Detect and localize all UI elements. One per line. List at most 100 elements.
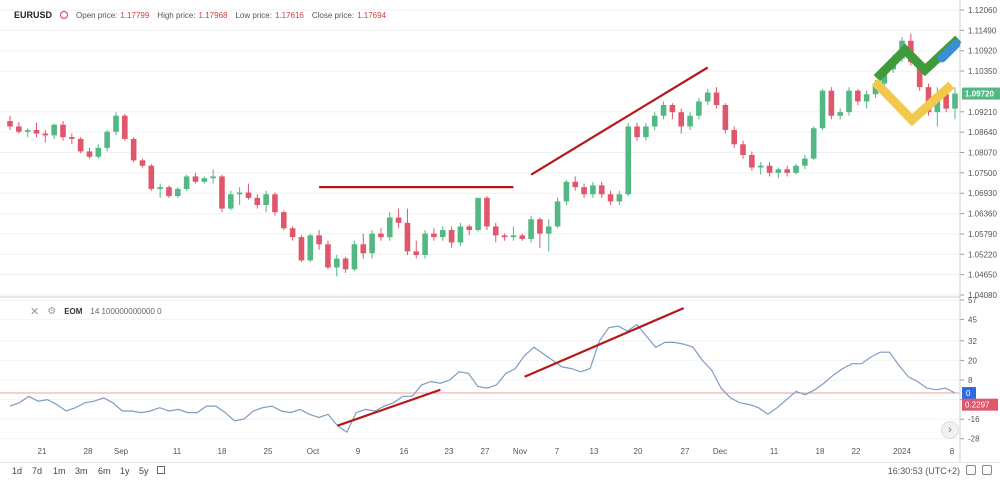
- candle-body: [219, 176, 225, 209]
- time-tick-label: 2024: [893, 447, 911, 456]
- time-tick-label: Dec: [713, 447, 727, 456]
- candle-body: [802, 158, 808, 166]
- candle-body: [166, 187, 172, 197]
- settings-icon[interactable]: [982, 465, 992, 475]
- candle-body: [280, 212, 287, 229]
- time-tick-label: 9: [356, 447, 361, 456]
- eom-tick-label: -16: [968, 415, 980, 424]
- candle-body: [342, 258, 349, 270]
- eom-trendline[interactable]: [337, 388, 441, 427]
- eom-trendlines: [337, 307, 685, 427]
- timeframe-6m[interactable]: 6m: [98, 466, 111, 476]
- timeframe-3m[interactable]: 3m: [75, 466, 88, 476]
- candle-body: [669, 105, 676, 113]
- candle-body: [201, 178, 208, 182]
- low-price-label: Low price:: [235, 10, 272, 20]
- candle-body: [784, 169, 790, 173]
- candle-body: [16, 126, 22, 132]
- indicator-params: 14 100000000000 0: [90, 307, 162, 316]
- candle-body: [590, 185, 596, 195]
- candle-body: [828, 90, 835, 116]
- status-time: 16:30:53 (UTC+2): [887, 466, 960, 476]
- candle-body: [793, 165, 799, 173]
- candle-body: [916, 62, 923, 88]
- candle-body: [139, 160, 146, 166]
- candle-body: [333, 258, 340, 268]
- candle-body: [183, 176, 190, 189]
- current-price-badge: [962, 87, 1000, 100]
- candle-body: [457, 226, 464, 243]
- open-price-label: Open price:: [76, 10, 118, 20]
- time-tick-label: Sep: [114, 447, 129, 456]
- candle-body: [386, 217, 393, 238]
- price-tick-label: 1.05790: [968, 230, 997, 239]
- candle-body: [757, 165, 764, 168]
- candle-body: [722, 105, 729, 130]
- price-axis: 1.12060 1.11490 1.10920 1.10350 1.09210 1.086…: [960, 6, 1000, 300]
- chart-header: EURUSD Open price: 1.17799 High price: 1…: [14, 10, 386, 20]
- time-tick-label: 18: [218, 447, 227, 456]
- candle-body: [86, 151, 93, 157]
- eom-trendline[interactable]: [524, 307, 685, 378]
- candle-body: [272, 194, 278, 213]
- gear-icon[interactable]: ⚙: [47, 306, 57, 317]
- timeframe-1d[interactable]: 1d: [12, 466, 23, 476]
- candle-body: [625, 126, 632, 195]
- candle-body: [846, 90, 852, 113]
- clock-icon[interactable]: [60, 11, 69, 19]
- candle-body: [395, 217, 402, 223]
- candle-body: [378, 233, 384, 238]
- indicator-header: ✕ ⚙ EOM 14 100000000000 0: [30, 305, 162, 318]
- time-tick-label: 18: [816, 447, 825, 456]
- candle-body: [740, 144, 746, 155]
- candle-body: [475, 197, 481, 230]
- high-price-label: High price:: [157, 10, 196, 20]
- candle-body: [325, 244, 331, 268]
- candle-body: [316, 235, 322, 245]
- time-tick-label: Nov: [513, 447, 527, 456]
- candle-body: [704, 92, 711, 102]
- indicator-name[interactable]: EOM: [64, 307, 83, 316]
- timeframe-1m[interactable]: 1m: [53, 466, 66, 476]
- candle-body: [307, 235, 314, 261]
- price-tick-label: 1.07500: [968, 169, 997, 178]
- candle-body: [863, 94, 870, 102]
- timeframe-5y[interactable]: 5y: [139, 466, 149, 476]
- candle-body: [943, 94, 949, 109]
- candle-body: [766, 165, 773, 173]
- percent-scale-icon[interactable]: [966, 465, 976, 475]
- candle-body: [775, 169, 782, 173]
- timeframe-1y[interactable]: 1y: [120, 466, 130, 476]
- price-tick-label: 1.10350: [968, 67, 997, 76]
- candle-body: [245, 192, 252, 198]
- price-grid: [0, 9, 960, 296]
- candle-body: [289, 228, 296, 238]
- eom-tick-label: 57: [968, 296, 977, 305]
- time-tick-label: 28: [84, 447, 93, 456]
- candle-body: [492, 226, 499, 236]
- candle-body: [298, 237, 305, 261]
- time-tick-label: 23: [445, 447, 454, 456]
- candle-body: [563, 181, 570, 202]
- candle-body: [501, 235, 508, 238]
- price-tick-label: 1.10920: [968, 47, 997, 56]
- candle-body: [731, 130, 738, 145]
- price-trendline[interactable]: [530, 66, 709, 176]
- scroll-right-button[interactable]: ›: [941, 421, 959, 439]
- time-tick-label: 8: [950, 447, 955, 456]
- candle-body: [51, 124, 57, 136]
- time-tick-label: 11: [173, 447, 182, 456]
- close-icon[interactable]: ✕: [30, 306, 40, 318]
- candle-body: [872, 83, 879, 95]
- timeframe-7d[interactable]: 7d: [32, 466, 43, 476]
- calendar-icon[interactable]: [157, 466, 165, 474]
- candle-body: [351, 244, 358, 270]
- candle-body: [696, 101, 702, 116]
- candle-body: [42, 133, 49, 136]
- candle-body: [634, 126, 640, 138]
- low-price-value: 1.17616: [274, 10, 304, 20]
- symbol-label[interactable]: EURUSD: [14, 10, 53, 20]
- eom-value-label: 0.2297: [965, 401, 990, 410]
